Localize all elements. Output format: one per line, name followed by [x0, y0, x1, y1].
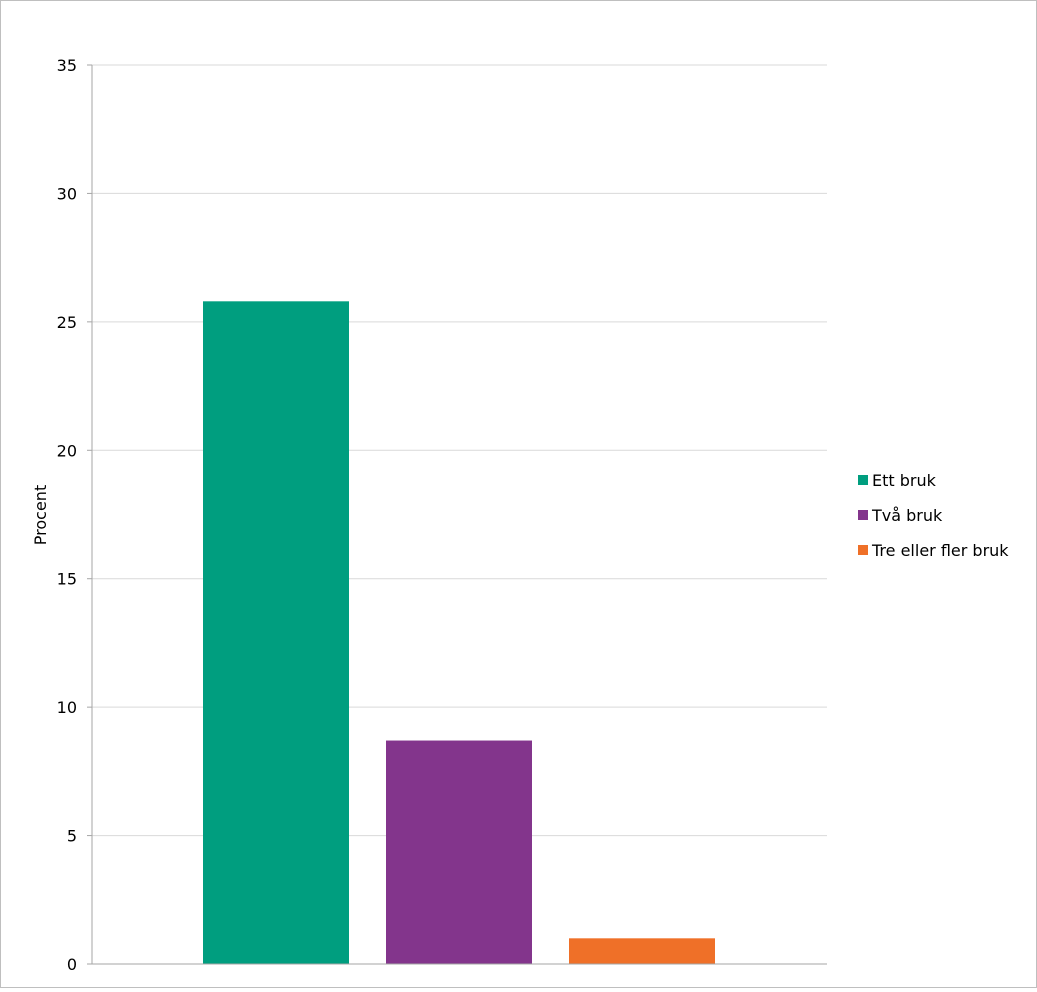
legend-label: Ett bruk: [872, 471, 937, 490]
legend-swatch: [858, 510, 868, 520]
y-tick-label: 0: [67, 955, 77, 974]
gridlines: [92, 64, 827, 837]
legend: Ett bruk Två bruk Tre eller fler bruk: [858, 471, 1009, 560]
bar-2: [386, 740, 532, 964]
y-tick-label: 10: [57, 698, 77, 717]
y-tick-labels: 0 5 10 15 20 25 30 35: [57, 56, 92, 974]
bars: [203, 301, 715, 964]
y-tick-label: 5: [67, 827, 77, 846]
axes: [91, 65, 827, 965]
y-tick-label: 25: [57, 313, 77, 332]
y-tick-label: 35: [57, 56, 77, 75]
bar-1: [203, 301, 349, 964]
legend-swatch: [858, 475, 868, 485]
y-tick-label: 20: [57, 441, 77, 460]
y-tick-label: 30: [57, 184, 77, 203]
legend-swatch: [858, 545, 868, 555]
bar-3: [569, 938, 715, 964]
y-axis-title: Procent: [31, 485, 50, 545]
legend-label: Tre eller fler bruk: [871, 541, 1009, 560]
legend-label: Två bruk: [871, 506, 943, 525]
y-tick-label: 15: [57, 570, 77, 589]
